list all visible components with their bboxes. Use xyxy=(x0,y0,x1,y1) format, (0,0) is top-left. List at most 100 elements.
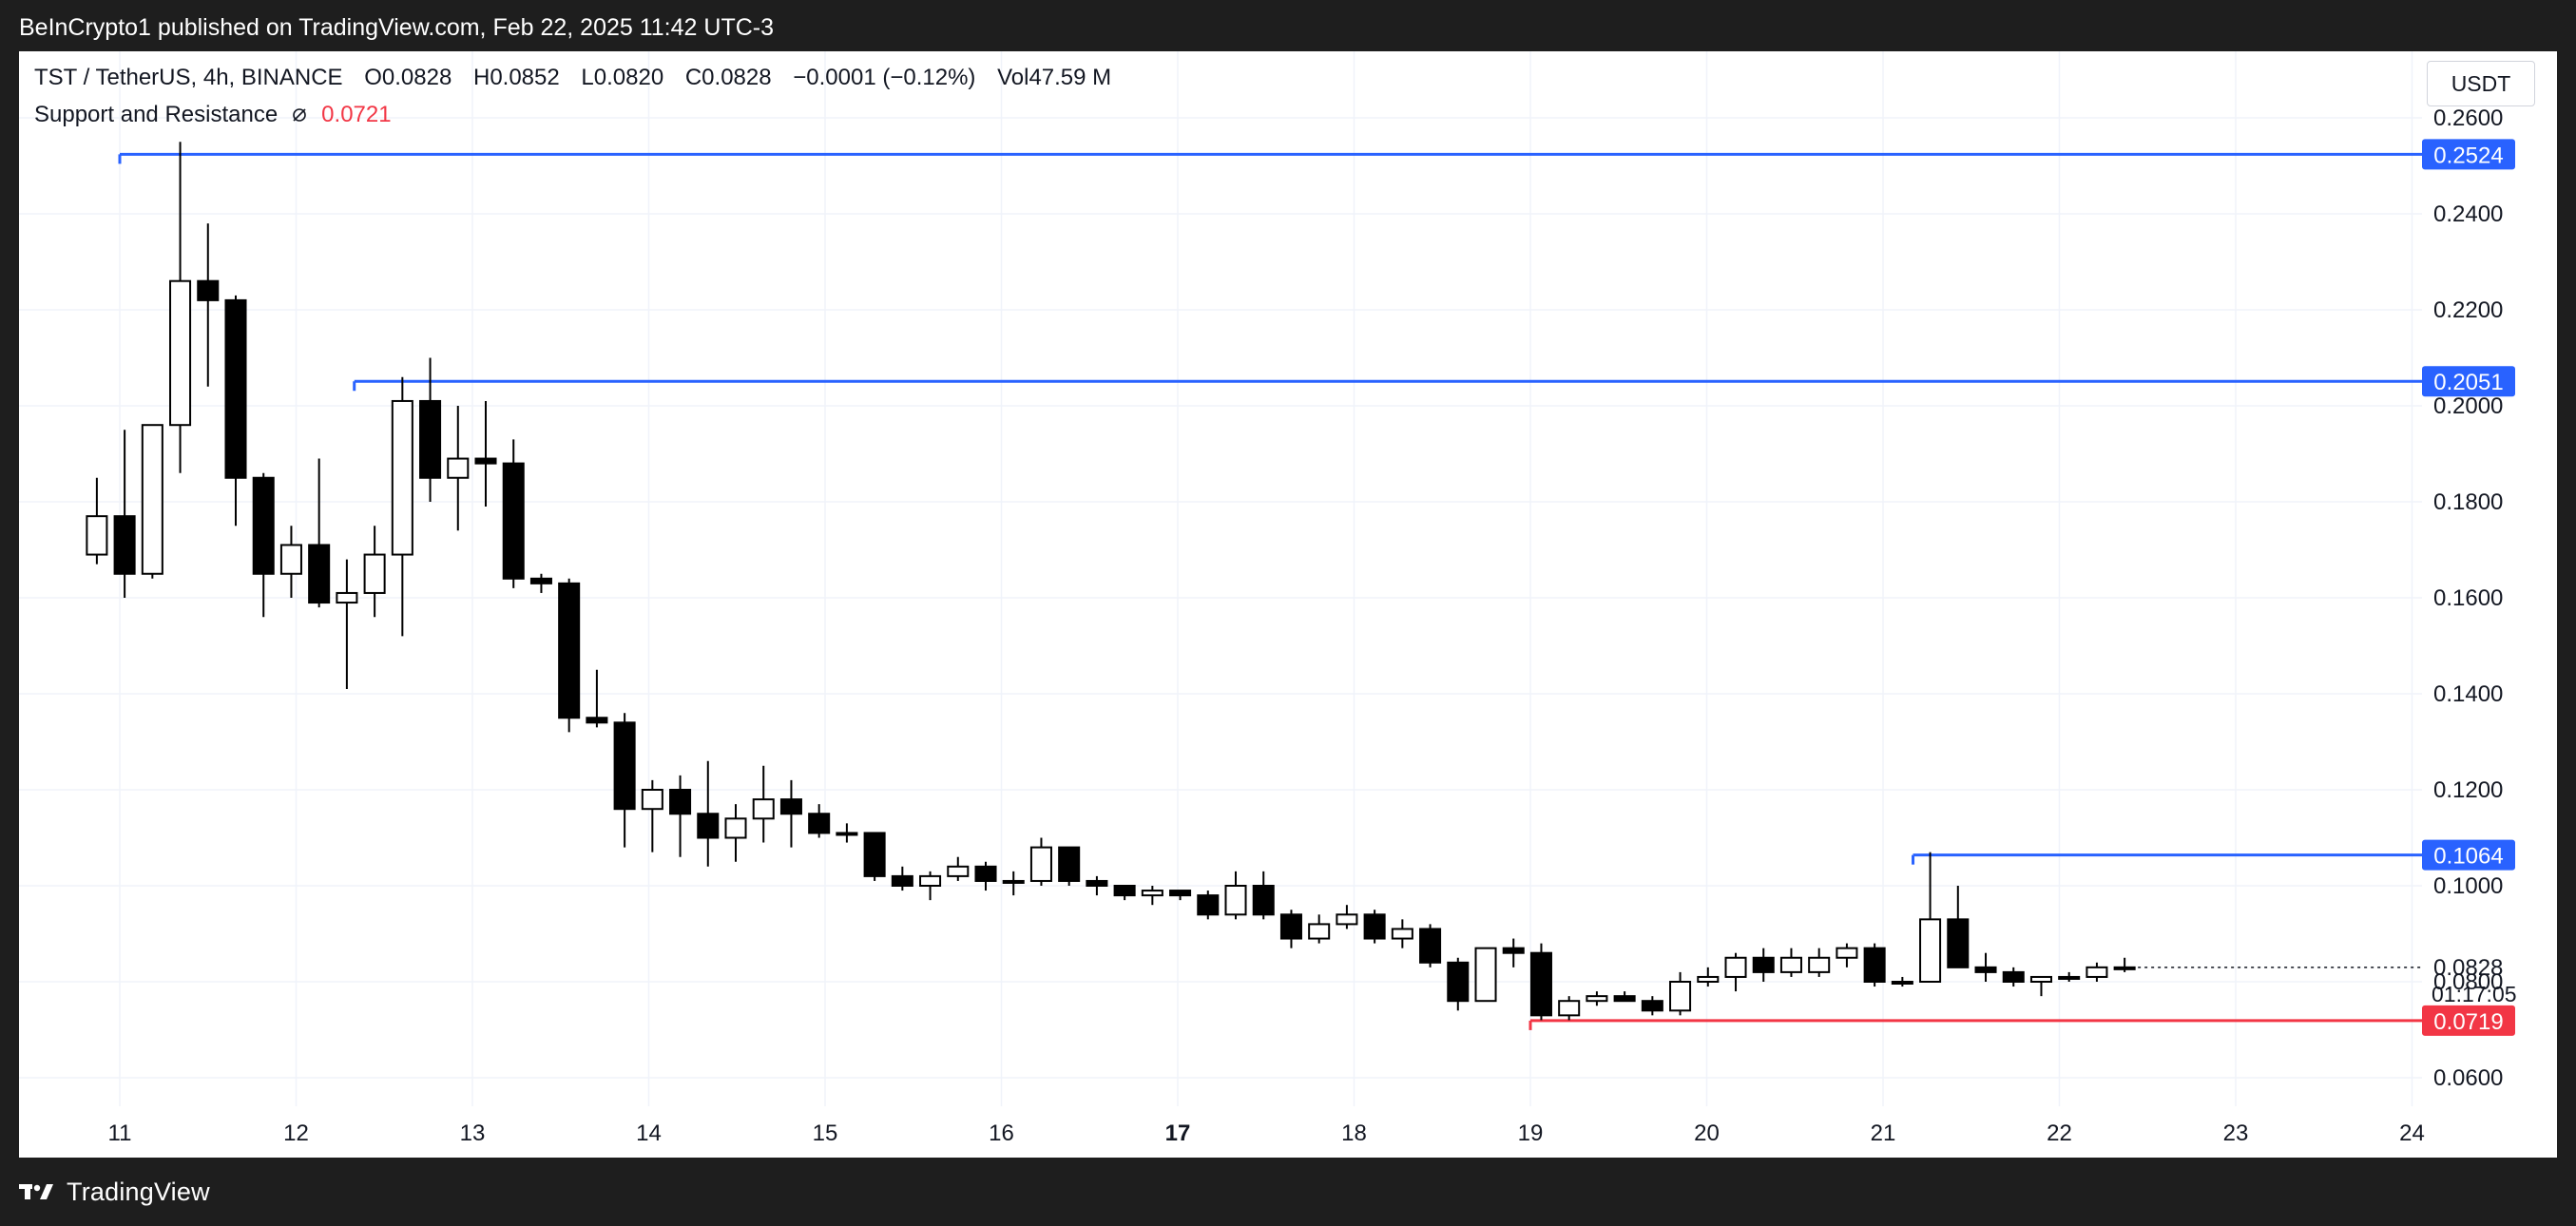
candle xyxy=(1641,996,1663,1016)
price-tick-label: 0.2400 xyxy=(2433,201,2503,227)
candle xyxy=(1724,952,1747,992)
candle xyxy=(1752,948,1775,982)
support-price-label: 0.0719 xyxy=(2433,1009,2503,1035)
candle-body-up xyxy=(1029,846,1052,882)
time-axis[interactable]: 11 12 13 14 15 16 17 18 19 20 21 22 23 24 xyxy=(108,1121,2425,1146)
candle xyxy=(391,376,413,637)
candle-body-down xyxy=(2002,970,2025,984)
candle xyxy=(641,779,663,852)
candle-body-down xyxy=(1529,951,1552,1017)
candle xyxy=(919,871,942,901)
candle-body-up xyxy=(1891,981,1913,985)
candle xyxy=(279,526,302,598)
candle-body-up xyxy=(2113,966,2136,970)
candle-body-down xyxy=(1419,928,1442,964)
candle-body-down xyxy=(558,582,581,719)
candle-body-down xyxy=(891,874,913,888)
time-tick-label: 20 xyxy=(1694,1121,1720,1146)
candle-body-up xyxy=(391,399,413,556)
candle xyxy=(474,400,497,508)
candle-body-down xyxy=(1197,894,1220,916)
candle-body-down xyxy=(197,279,220,301)
candle xyxy=(502,439,525,588)
price-tick-label: 0.1800 xyxy=(2433,489,2503,515)
candle xyxy=(836,823,858,843)
currency-button[interactable]: USDT xyxy=(2427,61,2535,106)
time-tick-label: 23 xyxy=(2223,1121,2249,1146)
published-text: BeInCrypto1 published on TradingView.com… xyxy=(19,14,774,41)
candle-body-up xyxy=(724,817,747,839)
candle-body-up xyxy=(1669,981,1692,1012)
tradingview-brand[interactable]: TradingView xyxy=(19,1171,210,1213)
candle xyxy=(86,477,108,565)
candle xyxy=(558,578,581,733)
chart-legend: TST / TetherUS, 4h, BINANCE O0.0828 H0.0… xyxy=(34,65,1111,128)
time-tick-label: 11 xyxy=(108,1121,132,1146)
candle xyxy=(1474,947,1497,1003)
price-tick-label: 0.2200 xyxy=(2433,297,2503,323)
resistance-price-badge xyxy=(2422,366,2515,397)
candle xyxy=(336,559,358,689)
candle-body-down xyxy=(113,515,136,575)
indicator-name[interactable]: Support and Resistance xyxy=(34,102,279,127)
candle xyxy=(1058,846,1081,886)
candle-body-up xyxy=(836,832,858,836)
symbol-ohlc-row: TST / TetherUS, 4h, BINANCE O0.0828 H0.0… xyxy=(34,65,1111,91)
candle-body-down xyxy=(586,717,608,724)
eye-off-icon[interactable] xyxy=(291,106,308,124)
candle-body-down xyxy=(1252,885,1275,916)
time-tick-label: 24 xyxy=(2399,1121,2425,1146)
candle xyxy=(1863,943,1886,987)
candle-body-up xyxy=(169,279,192,427)
candle-body-up xyxy=(1836,947,1858,959)
candle xyxy=(1808,948,1831,977)
candle-body-up xyxy=(2029,975,2052,983)
candle-body-up xyxy=(2086,966,2108,978)
candle xyxy=(224,295,247,527)
candle-body-down xyxy=(1058,846,1081,882)
candle xyxy=(169,142,192,473)
candle xyxy=(113,430,136,598)
candle xyxy=(1697,967,1720,987)
price-tick-label: 0.2000 xyxy=(2433,393,2503,419)
candle-body-down xyxy=(1279,913,1302,940)
candle-body-down xyxy=(1363,913,1386,940)
candle xyxy=(724,804,747,862)
candle xyxy=(363,526,386,618)
time-tick-label: 15 xyxy=(813,1121,838,1146)
candle-body-up xyxy=(1697,975,1720,983)
candle xyxy=(891,866,913,891)
candle xyxy=(1836,943,1858,967)
indicator-value: 0.0721 xyxy=(321,102,392,127)
candle-body-down xyxy=(529,577,552,584)
candle-body-up xyxy=(86,515,108,556)
time-tick-label: 21 xyxy=(1871,1121,1896,1146)
candle xyxy=(1669,971,1692,1016)
candle-body-up xyxy=(1808,956,1831,973)
candle xyxy=(1891,976,1913,987)
candle xyxy=(752,765,775,843)
candle xyxy=(1029,837,1052,886)
candle-body-down xyxy=(1752,956,1775,973)
grid xyxy=(19,51,2422,1106)
low-value: L0.0820 xyxy=(581,65,664,90)
candle xyxy=(1113,885,1136,901)
price-tick-label: 0.2600 xyxy=(2433,105,2503,131)
candle xyxy=(697,760,720,867)
candle-body-up xyxy=(141,424,163,575)
candle-body-up xyxy=(1308,923,1331,940)
candle-body-up xyxy=(1224,885,1247,916)
candle-body-up xyxy=(2058,975,2081,980)
candle xyxy=(1086,875,1108,896)
resistance-price-badge xyxy=(2422,139,2515,170)
candle xyxy=(197,223,220,387)
candle xyxy=(2058,971,2081,982)
chart-frame[interactable] xyxy=(19,51,2557,1158)
candle-body-down xyxy=(224,298,247,479)
symbol-label[interactable]: TST / TetherUS, 4h, BINANCE xyxy=(34,65,343,90)
candle-body-up xyxy=(752,798,775,820)
price-axis[interactable]: 0.2600 0.2400 0.2200 0.2000 0.1800 0.1600 0.14… xyxy=(2422,105,2517,1091)
candle xyxy=(419,357,442,502)
price-tick-label: 0.1200 xyxy=(2433,777,2503,803)
